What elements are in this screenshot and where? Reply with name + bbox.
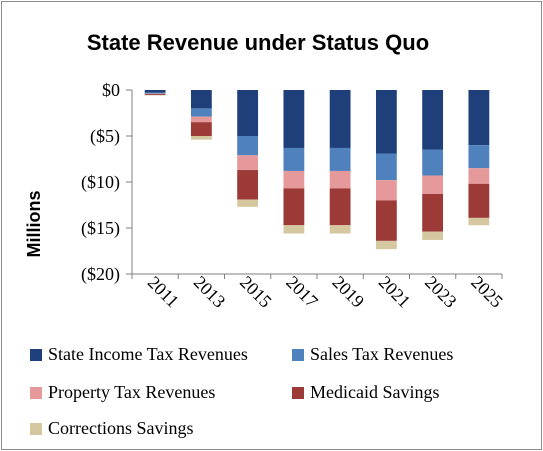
bar-segment — [237, 170, 259, 200]
bar-segment — [283, 90, 305, 148]
x-tick-label: 2019 — [329, 272, 369, 312]
bar-segment — [144, 92, 166, 94]
bar-segment — [375, 180, 397, 201]
chart-title: State Revenue under Status Quo — [87, 30, 429, 55]
legend-swatch — [30, 387, 42, 399]
bar-segment — [468, 217, 490, 226]
y-tick-label: $0 — [102, 80, 120, 100]
y-axis-label: Millions — [24, 191, 44, 258]
legend-swatch — [292, 387, 304, 399]
bar-segment — [283, 188, 305, 226]
y-tick-label: ($15) — [81, 218, 120, 239]
bar-segment — [422, 231, 444, 240]
x-tick-label: 2017 — [282, 272, 322, 312]
bar-segment — [237, 90, 259, 136]
bar-segment — [468, 145, 490, 169]
x-tick-label: 2021 — [375, 272, 415, 312]
bar-segment — [329, 225, 351, 234]
bar-segment — [190, 136, 212, 140]
bar-segment — [190, 116, 212, 123]
bar-segment — [190, 108, 212, 117]
bar-segment — [468, 183, 490, 218]
x-tick-label: 2023 — [421, 272, 461, 312]
bar-segment — [237, 155, 259, 171]
bar-segment — [375, 153, 397, 181]
bar-segment — [329, 90, 351, 148]
legend-label: Medicaid Savings — [310, 382, 439, 402]
bar-segment — [329, 188, 351, 226]
bar-segment — [468, 90, 490, 146]
bar-segment — [190, 90, 212, 109]
bar-segment — [144, 94, 166, 96]
legend-label: Sales Tax Revenues — [310, 344, 453, 364]
legend-swatch — [30, 423, 42, 435]
legend-label: Corrections Savings — [48, 418, 194, 438]
legend: State Income Tax Revenues Sales Tax Reven… — [30, 344, 453, 438]
legend-swatch — [292, 349, 304, 361]
bar-segment — [329, 147, 351, 171]
y-tick-label: ($10) — [81, 172, 120, 193]
legend-label: State Income Tax Revenues — [48, 344, 248, 364]
y-tick-label: ($5) — [90, 126, 120, 147]
bar-segment — [237, 136, 259, 156]
bar-segment — [375, 90, 397, 154]
bar-segment — [329, 170, 351, 189]
x-tick-label: 2025 — [467, 272, 507, 312]
legend-label: Property Tax Revenues — [48, 382, 215, 402]
bar-segment — [144, 90, 166, 93]
bar-segment — [283, 147, 305, 171]
bar-segment — [283, 170, 305, 189]
bar-segment — [422, 193, 444, 232]
bar-segment — [190, 122, 212, 136]
bar-segment — [468, 168, 490, 184]
bar-segment — [375, 200, 397, 241]
bar-segment — [283, 225, 305, 234]
x-tick-label: 2011 — [144, 272, 183, 311]
plot-area: $0 ($5) ($10) ($15) ($20) 2011 2013 2015 2017 201… — [81, 80, 507, 312]
bar-segment — [375, 240, 397, 250]
y-tick-label: ($20) — [81, 264, 120, 285]
bar-segment — [422, 149, 444, 176]
bar-segment — [422, 175, 444, 194]
x-tick-label: 2013 — [190, 272, 230, 312]
x-tick-label: 2015 — [236, 272, 276, 312]
bar-segment — [237, 199, 259, 207]
legend-swatch — [30, 349, 42, 361]
bar-segment — [422, 90, 444, 150]
